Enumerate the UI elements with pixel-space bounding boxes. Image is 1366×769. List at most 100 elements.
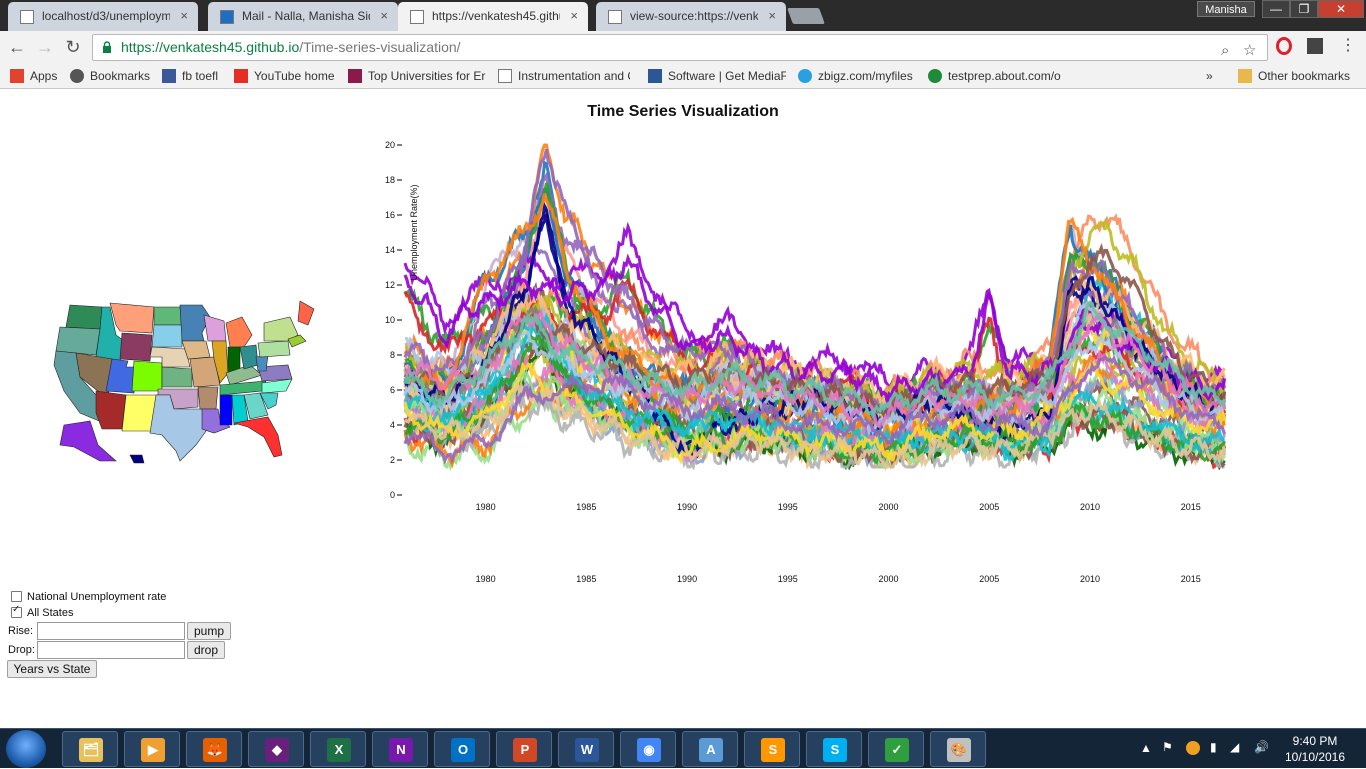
state-sd[interactable] bbox=[151, 324, 183, 348]
volume-icon[interactable]: 🔊 bbox=[1254, 740, 1269, 754]
state-il[interactable] bbox=[211, 340, 229, 384]
close-window-button[interactable]: ✕ bbox=[1318, 0, 1364, 18]
forward-button[interactable]: → bbox=[34, 36, 56, 58]
taskbar-app[interactable]: ✓ bbox=[868, 731, 924, 767]
browser-tab[interactable]: https://venkatesh45.githu × bbox=[398, 2, 588, 31]
drop-input[interactable] bbox=[37, 641, 185, 659]
bookmark-item[interactable]: fb toefl bbox=[162, 67, 226, 85]
opera-icon[interactable] bbox=[1276, 37, 1292, 55]
tab-close-icon[interactable]: × bbox=[570, 8, 578, 23]
bookmark-item[interactable]: testprep.about.com/o bbox=[928, 67, 1066, 85]
state-tx[interactable] bbox=[149, 394, 207, 462]
bookmark-item[interactable]: » bbox=[1206, 67, 1222, 85]
bookmark-item[interactable]: Apps bbox=[10, 67, 60, 85]
series-line[interactable] bbox=[403, 379, 1227, 469]
pump-button[interactable]: pump bbox=[187, 622, 231, 640]
bookmark-item[interactable]: YouTube home bbox=[234, 67, 336, 85]
network-signal-icon[interactable]: ◢ bbox=[1230, 740, 1240, 754]
tray-expand-icon[interactable]: ▲ bbox=[1140, 741, 1152, 755]
y-tick-label: 12 bbox=[385, 280, 395, 290]
drop-button[interactable]: drop bbox=[187, 641, 225, 659]
state-az[interactable] bbox=[95, 390, 127, 430]
bookmark-item[interactable]: Top Universities for Er bbox=[348, 67, 486, 85]
series-line[interactable] bbox=[403, 354, 1227, 465]
tab-close-icon[interactable]: × bbox=[768, 8, 776, 23]
taskbar-app[interactable]: O bbox=[434, 731, 490, 767]
taskbar-app[interactable]: ▶ bbox=[124, 731, 180, 767]
state-ia[interactable] bbox=[181, 340, 211, 360]
bookmark-item[interactable]: Other bookmarks bbox=[1238, 67, 1354, 85]
chrome-menu-icon[interactable]: ⋮ bbox=[1340, 37, 1356, 54]
state-new-england[interactable] bbox=[287, 334, 307, 348]
taskbar-app[interactable]: P bbox=[496, 731, 552, 767]
state-me[interactable] bbox=[297, 300, 315, 326]
bookmark-item[interactable]: Software | Get MediaF bbox=[648, 67, 786, 85]
profile-button[interactable]: Manisha bbox=[1197, 1, 1255, 17]
rise-input[interactable] bbox=[37, 622, 185, 640]
state-ks[interactable] bbox=[161, 366, 193, 388]
all-states-checkbox[interactable] bbox=[11, 604, 22, 618]
taskbar-app[interactable]: 🗂 bbox=[62, 731, 118, 767]
taskbar-app[interactable]: ◉ bbox=[620, 731, 676, 767]
battery-icon[interactable]: ▮ bbox=[1210, 740, 1217, 754]
clock[interactable]: 9:40 PM 10/10/2016 bbox=[1280, 733, 1350, 765]
series-line[interactable] bbox=[403, 300, 1227, 421]
maximize-button[interactable]: ❐ bbox=[1290, 0, 1318, 18]
state-mt[interactable] bbox=[109, 302, 155, 334]
years-vs-state-button[interactable]: Years vs State bbox=[7, 660, 97, 678]
series-line[interactable] bbox=[403, 213, 1225, 456]
taskbar-app[interactable]: A bbox=[682, 731, 738, 767]
state-ak[interactable] bbox=[59, 420, 117, 462]
taskbar-app[interactable]: S bbox=[744, 731, 800, 767]
state-pa[interactable] bbox=[257, 340, 291, 358]
tab-close-icon[interactable]: × bbox=[180, 8, 188, 23]
series-line[interactable] bbox=[403, 308, 1227, 429]
taskbar-app[interactable]: ◆ bbox=[248, 731, 304, 767]
tab-close-icon[interactable]: × bbox=[380, 8, 388, 23]
state-ga[interactable] bbox=[243, 392, 269, 420]
state-sc[interactable] bbox=[259, 392, 279, 410]
state-wi[interactable] bbox=[203, 314, 227, 342]
state-oh[interactable] bbox=[239, 344, 259, 370]
bookmark-star-icon[interactable]: ☆ bbox=[1243, 42, 1257, 59]
chrome-icon: ◉ bbox=[637, 738, 661, 762]
start-button[interactable] bbox=[6, 730, 46, 768]
state-wa[interactable] bbox=[65, 304, 103, 330]
taskbar-app[interactable]: X bbox=[310, 731, 366, 767]
extension-icon[interactable] bbox=[1307, 38, 1323, 54]
minimize-button[interactable]: — bbox=[1262, 0, 1290, 18]
state-wy[interactable] bbox=[119, 332, 153, 362]
state-nd[interactable] bbox=[153, 306, 183, 326]
tray-app-icon[interactable] bbox=[1186, 741, 1200, 755]
browser-tab[interactable]: view-source:https://venk × bbox=[596, 2, 786, 31]
state-mi[interactable] bbox=[225, 316, 253, 348]
bookmark-item[interactable]: zbigz.com/myfiles bbox=[798, 67, 916, 85]
browser-tab[interactable]: Mail - Nalla, Manisha Sid × bbox=[208, 2, 398, 31]
national-rate-checkbox[interactable] bbox=[11, 591, 22, 602]
back-button[interactable]: ← bbox=[6, 36, 28, 58]
state-co[interactable] bbox=[131, 360, 163, 392]
facebook-icon bbox=[162, 69, 176, 83]
taskbar-app[interactable]: S bbox=[806, 731, 862, 767]
reload-button[interactable]: ↻ bbox=[62, 36, 84, 58]
state-nc[interactable] bbox=[261, 378, 293, 394]
bookmark-item[interactable]: Bookmarks bbox=[70, 67, 154, 85]
state-ms[interactable] bbox=[219, 394, 233, 426]
taskbar-app[interactable]: 🦊 bbox=[186, 731, 242, 767]
new-tab-button[interactable] bbox=[787, 8, 825, 24]
state-la[interactable] bbox=[201, 408, 231, 434]
taskbar-app[interactable]: N bbox=[372, 731, 428, 767]
state-wv[interactable] bbox=[255, 354, 269, 372]
bookmark-item[interactable]: Instrumentation and C bbox=[498, 67, 630, 85]
state-hi[interactable] bbox=[129, 454, 145, 464]
state-or[interactable] bbox=[55, 326, 101, 356]
series-line[interactable] bbox=[403, 312, 1225, 455]
action-center-flag-icon[interactable]: ⚑ bbox=[1162, 740, 1173, 754]
zoom-search-icon[interactable]: ⌕ bbox=[1221, 42, 1230, 59]
taskbar-app[interactable]: 🎨 bbox=[930, 731, 986, 767]
taskbar-app[interactable]: W bbox=[558, 731, 614, 767]
state-ar[interactable] bbox=[197, 386, 219, 410]
browser-tab[interactable]: localhost/d3/unemployme × bbox=[8, 2, 198, 31]
state-fl[interactable] bbox=[233, 416, 283, 458]
address-bar[interactable]: https://venkatesh45.github.io/Time-serie… bbox=[92, 34, 1268, 61]
